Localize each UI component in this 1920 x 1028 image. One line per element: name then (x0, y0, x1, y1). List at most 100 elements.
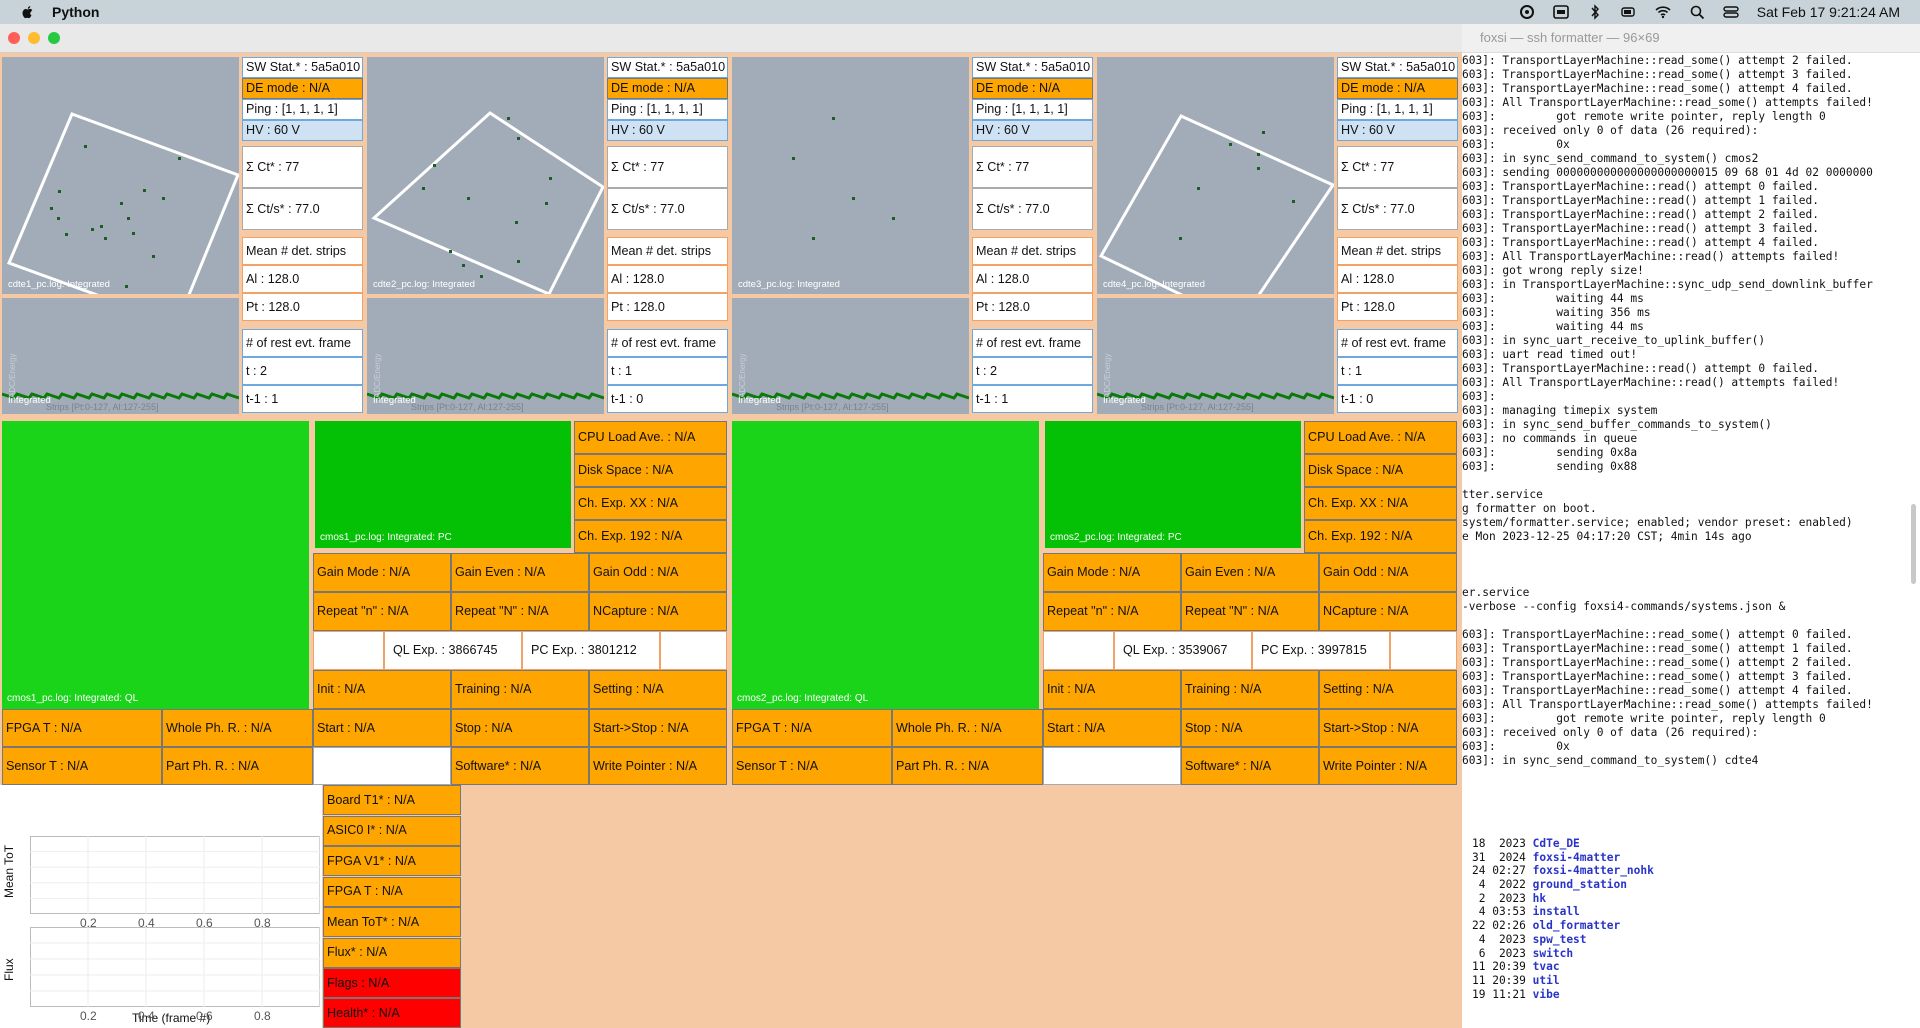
cmos2-part-phr: Part Ph. R. : N/A (892, 747, 1043, 785)
hit-pixel (132, 232, 135, 235)
cmos2-ncapture: NCapture : N/A (1319, 592, 1457, 631)
cdte3-caption: cdte3_pc.log: Integrated (738, 279, 840, 290)
listing-date: 11 20:39 (1472, 973, 1526, 987)
cmos2-software: Software* : N/A (1181, 747, 1319, 785)
control-center-icon[interactable] (1723, 4, 1739, 20)
cdte3-mean-strips: Mean # det. strips (972, 237, 1093, 265)
listing-dir-name: install (1532, 905, 1580, 919)
cmos1-repeat-N: Repeat "N" : N/A (451, 592, 589, 631)
cdte2-image[interactable]: cdte2_pc.log: Integrated (367, 57, 604, 294)
cdte4-counts: Σ Ct* : 77 (1337, 146, 1458, 188)
cmos2-ql-exposure: QL Exp. : 3539067 (1114, 631, 1252, 670)
cmos1-start-stop: Start->Stop : N/A (589, 709, 727, 747)
close-button[interactable] (8, 32, 20, 44)
x-tick-label: 0.4 (138, 1009, 155, 1023)
cmos1-ql-image[interactable]: cmos1_pc.log: Integrated: QL (2, 421, 309, 709)
hit-pixel (832, 117, 835, 120)
cdte3-hv: HV : 60 V (972, 120, 1093, 141)
integrated-label: Integrated (738, 395, 781, 406)
x-tick-label: 0.6 (196, 1009, 213, 1023)
terminal-line: 603]: got remote write pointer, reply le… (1462, 110, 1826, 123)
sync-icon[interactable] (1519, 4, 1535, 20)
listing-row: 2 2023 hk (1472, 892, 1654, 906)
cmos1-pc-caption: cmos1_pc.log: Integrated: PC (320, 532, 452, 543)
cdte4-caption: cdte4_pc.log: Integrated (1103, 279, 1205, 290)
cdte2-mean-strips: Mean # det. strips (607, 237, 728, 265)
cmos2-blank-software (1043, 747, 1181, 785)
cdte1-spectrum[interactable]: ADC/Energy Integrated Strips [Pt:0-127, Al… (2, 298, 239, 414)
terminal-line: 603]: All TransportLayerMachine::read() … (1462, 250, 1840, 263)
cdte4-t-minus-1: t-1 : 0 (1337, 385, 1458, 413)
terminal-title: foxsi — ssh formatter — 96×69 (1462, 24, 1920, 53)
terminal-line: 603]: in TransportLayerMachine::sync_udp… (1462, 278, 1873, 291)
apple-icon[interactable] (20, 4, 36, 20)
window-titlebar (0, 24, 1462, 53)
menubar-clock[interactable]: Sat Feb 17 9:21:24 AM (1756, 4, 1900, 20)
terminal-window[interactable]: foxsi — ssh formatter — 96×69 603]: Tran… (1462, 24, 1920, 1028)
cdte4-al-strips: Al : 128.0 (1337, 265, 1458, 293)
hit-pixel (58, 190, 61, 193)
cmos2-ql-caption: cmos2_pc.log: Integrated: QL (737, 693, 869, 704)
cmos1-part-phr: Part Ph. R. : N/A (162, 747, 313, 785)
terminal-line: 603]: got wrong reply size! (1462, 264, 1644, 277)
listing-dir-name: foxsi-4matter (1532, 850, 1621, 864)
terminal-line: 603]: TransportLayerMachine::read_some()… (1462, 628, 1853, 641)
terminal-line: 603]: in sync_send_buffer_commands_to_sy… (1462, 418, 1772, 431)
search-icon[interactable] (1689, 4, 1705, 20)
timepix-asic-current: ASIC0 I* : N/A (323, 815, 461, 846)
cdte4-count-rate: Σ Ct/s* : 77.0 (1337, 188, 1458, 230)
cdte1-image[interactable]: cdte1_pc.log: Integrated (2, 57, 239, 294)
bluetooth-icon[interactable] (1587, 4, 1603, 20)
flux-plot[interactable] (30, 927, 320, 1007)
minimize-button[interactable] (28, 32, 40, 44)
app-menu-python[interactable]: Python (52, 4, 100, 20)
hit-pixel (91, 228, 94, 231)
terminal-line: system/formatter.service; enabled; vendo… (1462, 516, 1853, 529)
mean-tot-plot[interactable] (30, 836, 320, 914)
cmos1-disk-space: Disk Space : N/A (574, 454, 727, 487)
spectrum-trace (732, 392, 969, 400)
hit-pixel (104, 237, 107, 240)
cmos2-ql-image[interactable]: cmos2_pc.log: Integrated: QL (732, 421, 1039, 709)
cdte3-count-rate: Σ Ct/s* : 77.0 (972, 188, 1093, 230)
listing-date: 4 2023 (1472, 932, 1526, 946)
cmos2-pc-image[interactable]: cmos2_pc.log: Integrated: PC (1045, 421, 1301, 548)
hit-pixel (125, 285, 128, 288)
adc-energy-label: ADC/Energy (373, 353, 382, 398)
cdte3-image[interactable]: cdte3_pc.log: Integrated (732, 57, 969, 294)
cdte1-sw-status: SW Stat.* : 5a5a010 (242, 57, 363, 78)
listing-date: 4 2022 (1472, 878, 1526, 892)
cdte4-image[interactable]: cdte4_pc.log: Integrated (1097, 57, 1334, 294)
listing-dir-name: hk (1532, 891, 1547, 905)
terminal-line: g formatter on boot. (1462, 502, 1597, 515)
listing-date: 6 2023 (1472, 946, 1526, 960)
timepix-plot-panel: Mean ToT Flux Time (frame #) 0.2 0.2 0.4 0.4 0.… (0, 785, 322, 1028)
cdte1-t: t : 2 (242, 357, 363, 385)
timepix-flux: Flux* : N/A (323, 937, 461, 968)
terminal-line: 603]: sending 0x8a (1462, 446, 1638, 459)
cdte4-spectrum[interactable]: ADC/Energy Integrated Strips [Pt:0-127, Al… (1097, 298, 1334, 414)
window-icon[interactable] (1552, 4, 1569, 20)
cmos2-sensor-temp: Sensor T : N/A (732, 747, 892, 785)
cdte3-sw-status: SW Stat.* : 5a5a010 (972, 57, 1093, 78)
hit-pixel (50, 207, 53, 210)
terminal-line: 603]: (1462, 390, 1496, 403)
wifi-icon[interactable] (1655, 4, 1671, 20)
cmos1-pc-exposure: PC Exp. : 3801212 (522, 631, 660, 670)
adc-energy-label: ADC/Energy (738, 353, 747, 398)
hit-pixel (65, 233, 68, 236)
integrated-label: Integrated (373, 395, 416, 406)
terminal-line: 603]: TransportLayerMachine::read_some()… (1462, 642, 1853, 655)
cdte2-spectrum[interactable]: ADC/Energy Integrated Strips [Pt:0-127, Al… (367, 298, 604, 414)
cmos1-pc-image[interactable]: cmos1_pc.log: Integrated: PC (315, 421, 571, 548)
cdte3-spectrum[interactable]: ADC/Energy Integrated Strips [Pt:0-127, Al… (732, 298, 969, 414)
cmos2-write-pointer: Write Pointer : N/A (1319, 747, 1457, 785)
cmos1-write-pointer: Write Pointer : N/A (589, 747, 727, 785)
cdte1-caption: cdte1_pc.log: Integrated (8, 279, 110, 290)
cdte1-counts: Σ Ct* : 77 (242, 146, 363, 188)
listing-dir-name: switch (1532, 946, 1574, 960)
zoom-button[interactable] (48, 32, 60, 44)
terminal-scrollbar[interactable] (1911, 504, 1916, 584)
battery-icon[interactable] (1621, 4, 1637, 20)
cmos1-gain-odd: Gain Odd : N/A (589, 553, 727, 592)
